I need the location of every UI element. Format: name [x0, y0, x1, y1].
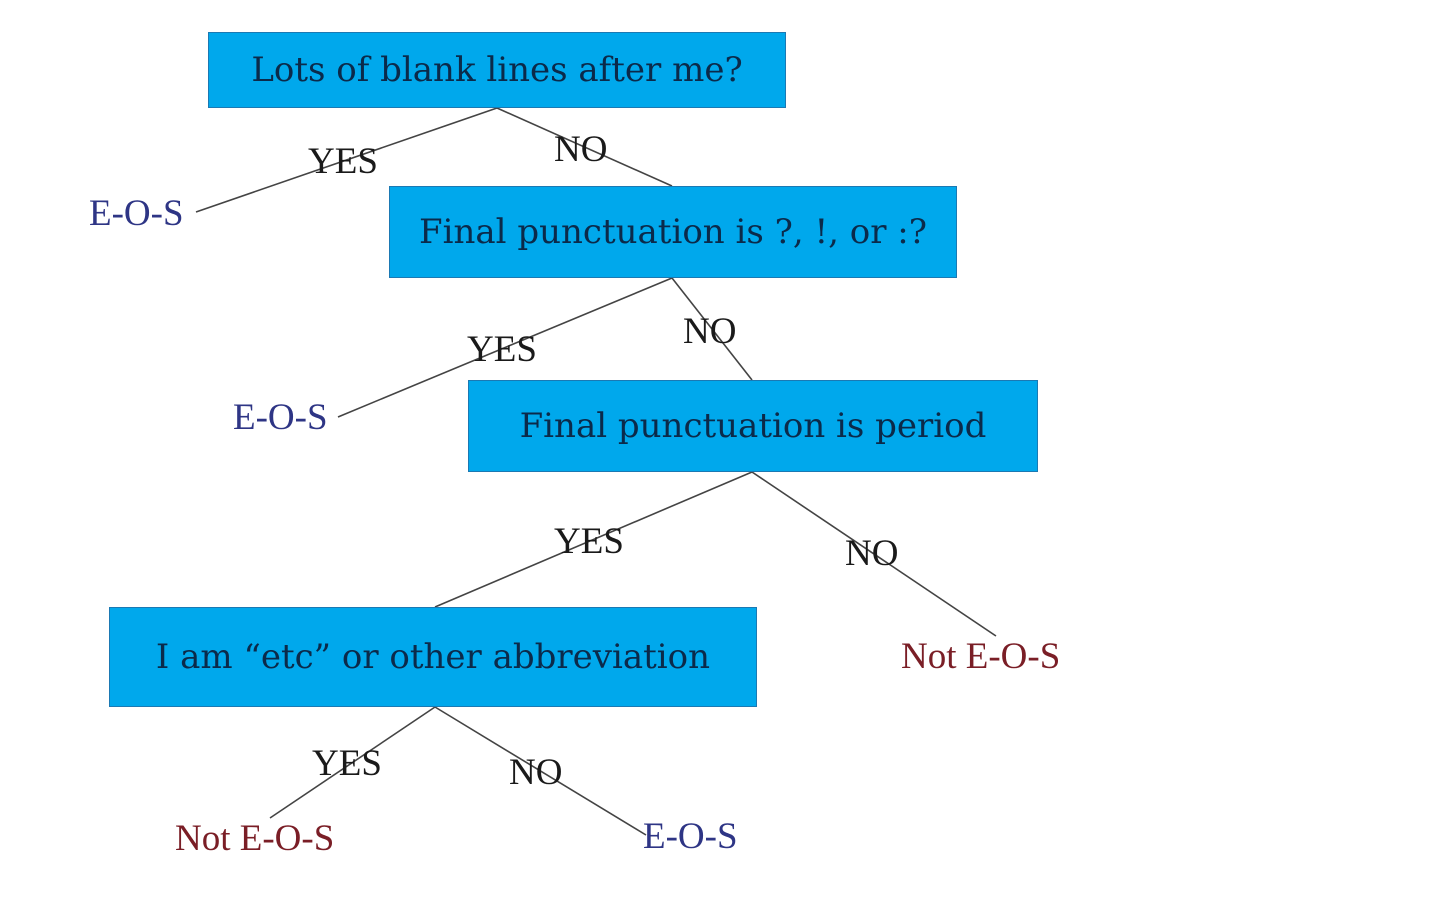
branch-label-q1-no: NO: [554, 129, 608, 170]
edge-q1-yes: [195, 107, 498, 213]
edge-q2-no: [671, 277, 753, 381]
edge-q1-no: [496, 107, 673, 187]
edge-q3-yes: [434, 471, 753, 608]
branch-label-q4-yes: YES: [312, 743, 382, 784]
branch-label-q2-yes: YES: [467, 329, 537, 370]
leaf-not-eos-abbreviation: Not E-O-S: [175, 818, 335, 859]
edge-q3-no: [751, 471, 997, 637]
leaf-eos-punctuation: E-O-S: [233, 397, 328, 438]
node-abbreviation-question-label: I am “etc” or other abbreviation: [155, 637, 711, 677]
leaf-eos-not-abbreviation: E-O-S: [643, 816, 738, 857]
branch-label-q2-no: NO: [683, 311, 737, 352]
leaf-not-eos-no-period: Not E-O-S: [901, 636, 1061, 677]
node-abbreviation-question: I am “etc” or other abbreviation: [109, 607, 757, 707]
node-period-question: Final punctuation is period: [468, 380, 1038, 472]
branch-label-q3-no: NO: [845, 533, 899, 574]
leaf-eos-blank-lines: E-O-S: [89, 193, 184, 234]
edge-q4-no: [434, 706, 647, 836]
node-period-question-label: Final punctuation is period: [519, 406, 987, 446]
node-blank-lines-question-label: Lots of blank lines after me?: [251, 50, 743, 90]
edge-q4-yes: [269, 706, 436, 819]
branch-label-q1-yes: YES: [308, 141, 378, 182]
node-blank-lines-question: Lots of blank lines after me?: [208, 32, 786, 108]
branch-label-q4-no: NO: [509, 752, 563, 793]
branch-label-q3-yes: YES: [554, 521, 624, 562]
node-final-punctuation-question: Final punctuation is ?, !, or :?: [389, 186, 957, 278]
node-final-punctuation-question-label: Final punctuation is ?, !, or :?: [419, 212, 927, 252]
edge-q2-yes: [337, 277, 673, 418]
